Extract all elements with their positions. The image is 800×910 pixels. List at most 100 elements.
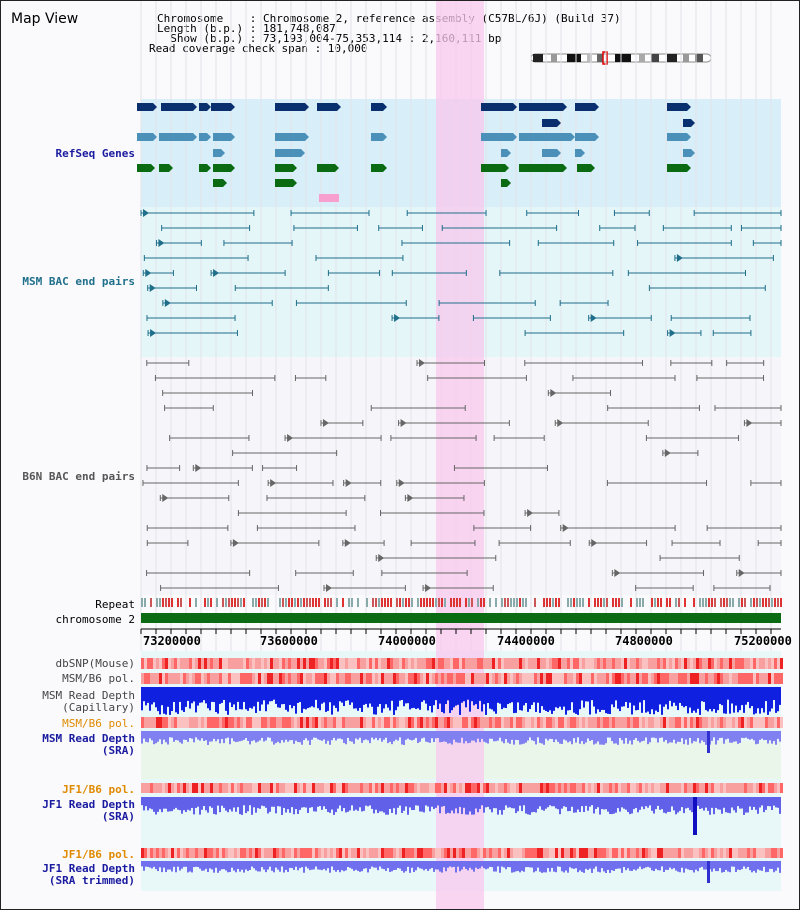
jf1-b6-pol-stripe: [603, 783, 606, 793]
jf1-depth-trimmed: [391, 861, 393, 872]
jf1-b6-pol-stripe-2: [612, 848, 615, 858]
msm-depth-capillary: [543, 687, 545, 710]
jf1-b6-pol-stripe: [225, 783, 228, 793]
msm-b6-pol-stripe-2: [453, 717, 456, 728]
jf1-depth-trimmed: [749, 861, 751, 871]
jf1-depth-sra: [435, 797, 437, 808]
repeat-mark: [546, 598, 548, 607]
jf1-b6-pol-stripe: [231, 783, 234, 793]
jf1-b6-pol-stripe-2: [327, 848, 330, 858]
jf1-depth-sra: [661, 797, 663, 810]
msm-b6-pol-stripe-2: [417, 717, 420, 728]
jf1-b6-pol-stripe-2: [426, 848, 429, 858]
msm-depth-sra: [389, 731, 391, 742]
repeat-mark: [396, 598, 398, 607]
msm-depth-sra: [439, 731, 441, 743]
msm-b6-pol-stripe-2: [717, 717, 720, 728]
jf1-depth-trimmed: [405, 861, 407, 872]
msm-depth-sra: [199, 731, 201, 741]
dbsnp-stripe: [498, 658, 501, 669]
selected-region-highlight: [436, 1, 484, 909]
jf1-depth-sra: [379, 797, 381, 812]
jf1-b6-pol-stripe: [417, 783, 420, 793]
msm-b6-pol-stripe: [447, 673, 450, 684]
repeat-mark: [471, 598, 473, 607]
jf1-b6-pol-stripe: [645, 783, 648, 793]
dbsnp-stripe: [363, 658, 366, 669]
msm-depth-capillary: [697, 687, 699, 709]
msm-depth-sra: [539, 731, 541, 743]
jf1-depth-trimmed: [723, 861, 725, 873]
jf1-b6-pol-stripe: [735, 783, 738, 793]
jf1-b6-pol-stripe: [195, 783, 198, 793]
jf1-depth-sra: [471, 797, 473, 815]
dbsnp-stripe: [270, 658, 273, 669]
msm-depth-capillary: [175, 687, 177, 713]
jf1-depth-sra: [573, 797, 575, 813]
msm-b6-pol-stripe: [621, 673, 624, 684]
jf1-depth-trimmed: [143, 861, 145, 871]
msm-depth-capillary: [757, 687, 759, 709]
repeat-mark: [552, 598, 554, 607]
msm-depth-capillary: [401, 687, 403, 700]
msm-depth-sra: [581, 731, 583, 742]
msm-depth-capillary: [399, 687, 401, 701]
msm-depth-capillary: [231, 687, 233, 708]
msm-b6-pol-stripe-2: [582, 717, 585, 728]
msm-b6-pol-stripe-2: [162, 717, 165, 728]
jf1-b6-pol-stripe: [678, 783, 681, 793]
jf1-depth-trimmed: [315, 861, 317, 867]
repeat-mark: [417, 598, 419, 607]
msm-b6-pol-stripe-2: [309, 717, 312, 728]
jf1-depth-trimmed: [283, 861, 285, 873]
msm-depth-sra: [411, 731, 413, 741]
dbsnp-stripe: [759, 658, 762, 669]
msm-depth-capillary: [749, 687, 751, 709]
jf1-depth-trimmed: [305, 861, 307, 867]
jf1-b6-pol-stripe-2: [342, 848, 345, 858]
msm-depth-capillary: [491, 687, 493, 710]
dbsnp-stripe: [537, 658, 540, 669]
msm-depth-sra: [159, 731, 161, 740]
jf1-depth-trimmed: [215, 861, 217, 868]
jf1-b6-pol-stripe: [732, 783, 735, 793]
jf1-depth-trimmed: [699, 861, 701, 868]
msm-depth-sra: [425, 731, 427, 742]
msm-depth-capillary: [201, 687, 203, 703]
jf1-depth-trimmed: [149, 861, 151, 868]
jf1-b6-pol-stripe: [426, 783, 429, 793]
msm-depth-capillary: [595, 687, 597, 714]
msm-depth-sra: [779, 731, 781, 742]
msm-b6-pol-stripe-2: [420, 717, 423, 728]
msm-b6-pol-stripe-2: [750, 717, 753, 728]
dbsnp-stripe: [228, 658, 231, 669]
msm-depth-capillary: [733, 687, 735, 713]
msm-b6-pol-stripe: [648, 673, 651, 684]
jf1-depth-sra: [341, 797, 343, 812]
dbsnp-stripe: [189, 658, 192, 669]
jf1-b6-pol-stripe-2: [516, 848, 519, 858]
msm-depth-sra: [371, 731, 373, 738]
repeat-mark: [702, 598, 704, 607]
msm-depth-sra: [523, 731, 525, 744]
msm-depth-sra: [607, 731, 609, 738]
jf1-b6-pol-stripe: [546, 783, 549, 793]
repeat-mark: [405, 598, 407, 607]
jf1-depth-trimmed: [649, 861, 651, 868]
dbsnp-stripe: [708, 658, 711, 669]
jf1-b6-pol-stripe: [537, 783, 540, 793]
jf1-depth-sra: [465, 797, 467, 815]
jf1-depth-sra: [287, 797, 289, 810]
jf1-b6-pol-stripe: [480, 783, 483, 793]
msm-depth-capillary: [735, 687, 737, 706]
jf1-b6-pol-stripe-2: [684, 848, 687, 858]
msm-depth-capillary: [559, 687, 561, 707]
jf1-b6-pol-stripe-2: [351, 848, 354, 858]
msm-depth-sra: [567, 731, 569, 743]
b6n-bac-pair-arrow: [378, 554, 385, 562]
msm-depth-sra: [695, 731, 697, 742]
jf1-depth-trimmed: [679, 861, 681, 873]
jf1-b6-pol-stripe-2: [186, 848, 189, 858]
msm-b6-pol-stripe-2: [207, 717, 210, 728]
